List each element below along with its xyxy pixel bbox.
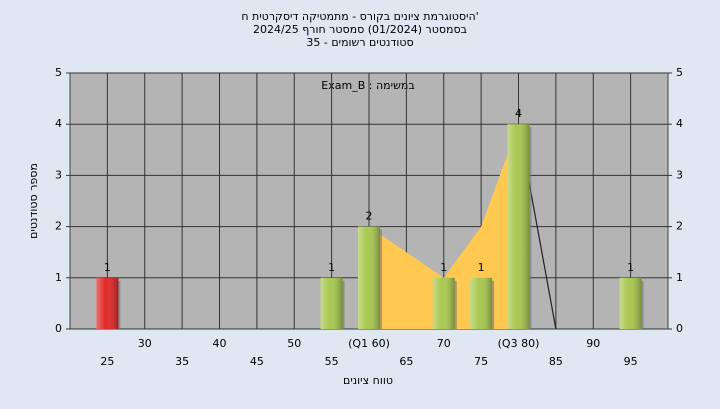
x-tick-label: (Q1 60) — [348, 337, 390, 350]
x-tick-label: 65 — [399, 355, 413, 368]
subtitle: 35 - סטודנטים רשומים — [306, 36, 413, 49]
y-tick-label: 4 — [55, 117, 62, 130]
x-tick-label: 50 — [287, 337, 301, 350]
value-label: 4 — [515, 107, 522, 120]
value-label: 1 — [440, 261, 447, 274]
value-label: 1 — [627, 261, 634, 274]
bar-shade — [507, 124, 530, 329]
x-tick-label: 90 — [586, 337, 600, 350]
x-tick-label: 30 — [138, 337, 152, 350]
value-label: 1 — [328, 261, 335, 274]
y-tick-label: 5 — [55, 66, 62, 79]
bar-shade — [320, 277, 343, 329]
value-label: 2 — [366, 210, 373, 223]
x-tick-label: 75 — [474, 355, 488, 368]
value-label: 1 — [478, 261, 485, 274]
bar-shade — [470, 277, 493, 329]
x-tick-label: 35 — [175, 355, 189, 368]
subtitle: בסמסטר (01/2024) סמסטר חורף 2024/25 — [253, 23, 467, 36]
y2-tick-label: 0 — [676, 322, 683, 335]
x-tick-label: 85 — [549, 355, 563, 368]
title: היסטוגרמת ציונים בקורס - מתמטיקה דיסקרטי… — [241, 10, 478, 23]
bar-shade — [432, 277, 455, 329]
bar-shade — [358, 226, 380, 329]
x-tick-label: 40 — [213, 337, 227, 350]
y-tick-label: 2 — [55, 220, 62, 233]
y2-tick-label: 4 — [676, 117, 683, 130]
x-tick-label: 70 — [437, 337, 451, 350]
y-tick-label: 1 — [55, 271, 62, 284]
x-tick-label: 55 — [325, 355, 339, 368]
y-tick-label: 0 — [55, 322, 62, 335]
x-tick-label: 95 — [624, 355, 638, 368]
annotation: Exam_B : במשימה — [321, 79, 414, 92]
x-tick-label: 25 — [100, 355, 114, 368]
y2-tick-label: 5 — [676, 66, 683, 79]
x-tick-label: (Q3 80) — [498, 337, 540, 350]
y2-tick-label: 2 — [676, 220, 683, 233]
y-axis-label: מספר סטודנטים — [27, 163, 40, 239]
x-axis-label: טווח ציונים — [343, 374, 393, 387]
bar-shade — [619, 277, 642, 329]
y2-tick-label: 1 — [676, 271, 683, 284]
x-tick-label: 45 — [250, 355, 264, 368]
y-tick-label: 3 — [55, 168, 62, 181]
y2-tick-label: 3 — [676, 168, 683, 181]
bar-shade — [96, 277, 119, 329]
value-label: 1 — [104, 261, 111, 274]
